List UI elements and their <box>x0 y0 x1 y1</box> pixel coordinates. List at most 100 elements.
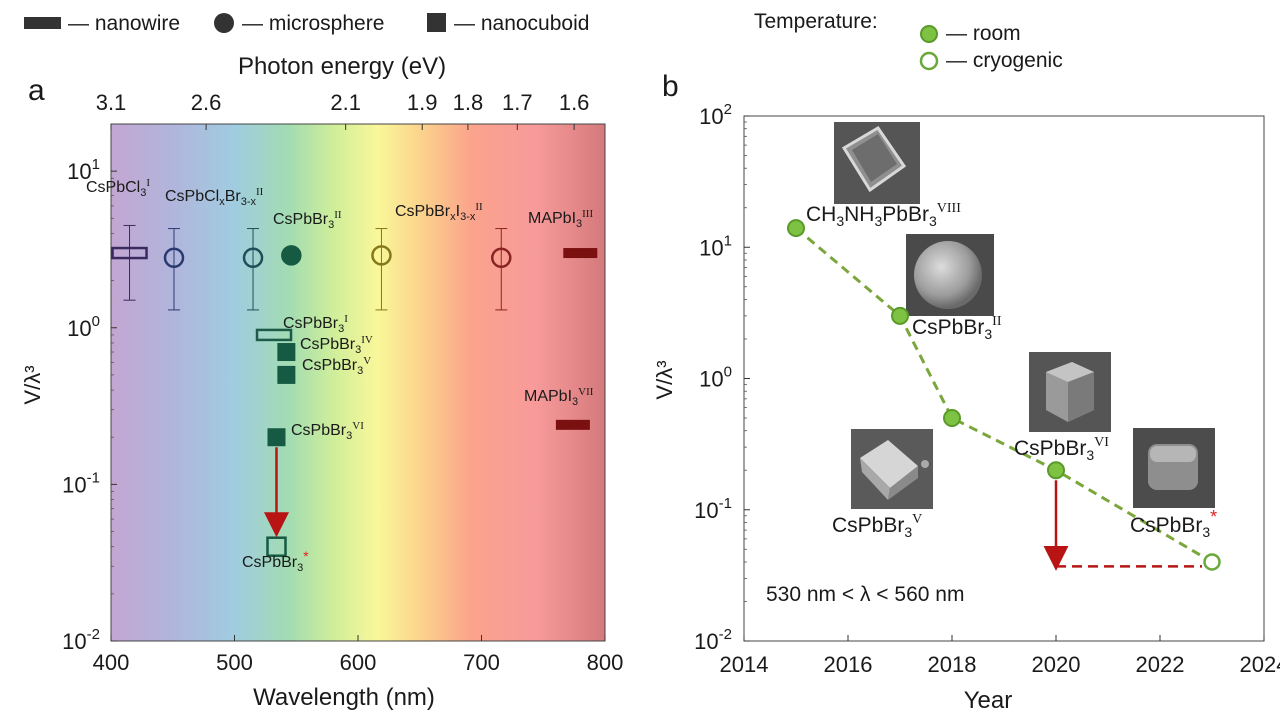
label-sup: * <box>303 548 309 564</box>
microsphere-marker <box>281 245 302 266</box>
room-legend-label: — room <box>946 22 1021 45</box>
room-temp-point <box>943 409 961 428</box>
point-label: CsPbCl3I <box>86 177 150 199</box>
microsphere-legend-label: — microsphere <box>242 12 384 35</box>
panel-a-letter: a <box>28 74 45 107</box>
room-temp-point <box>1047 461 1065 480</box>
label-sub: 3 <box>929 213 937 229</box>
sem-image-nanocube-3 <box>851 429 933 509</box>
point-label: CsPbBr3V <box>832 512 922 540</box>
label-base: CsPbBr <box>1130 514 1202 537</box>
y-tick-exp: 2 <box>724 101 732 118</box>
point-label: CsPbBrxI3-xII <box>395 201 483 223</box>
y-tick-base: 10 <box>699 367 723 392</box>
microsphere-marker <box>163 247 185 268</box>
panel-b-ylabel: V/λ³ <box>652 360 677 399</box>
temperature-legend: Temperature: — room — cryogenic <box>754 10 1063 72</box>
point-label: CsPbBr3VI <box>1014 435 1109 463</box>
room-temp-point <box>891 306 909 325</box>
panel-b-ticks: 20142016201820202022202410210110010-110-… <box>694 101 1280 677</box>
label-base: CsPbBr <box>912 316 984 339</box>
y-tick-base: 10 <box>67 159 91 184</box>
label-base: NH <box>844 203 874 226</box>
top-tick-label: 1.7 <box>502 90 533 115</box>
y-tick-exp: 0 <box>724 364 732 381</box>
label-sub: 3 <box>297 562 303 574</box>
y-tick-exp: -1 <box>719 495 732 512</box>
y-tick-label: 10-2 <box>62 626 100 654</box>
top-tick-label: 3.1 <box>96 90 127 115</box>
y-tick-label: 100 <box>67 313 100 341</box>
y-tick-base: 10 <box>699 104 723 129</box>
panel-b-letter: b <box>662 70 679 103</box>
nanocuboid-legend-icon <box>427 13 446 32</box>
y-tick-exp: -2 <box>719 626 732 643</box>
label-sub: x <box>219 196 225 208</box>
cryogenic-temp-point <box>1203 553 1221 571</box>
x-tick-label: 2016 <box>824 652 873 677</box>
label-sup: II <box>992 314 1002 329</box>
panel-b-plot-area <box>743 115 1265 642</box>
y-tick-label: 101 <box>699 232 732 260</box>
label-sub: 3-x <box>241 196 257 208</box>
panel-b-xlabel: Year <box>964 687 1013 714</box>
nanocuboid-marker <box>267 428 286 447</box>
point-label: CsPbBr3V <box>302 355 371 377</box>
shape-legend: — nanowire — microsphere — nanocuboid <box>24 12 589 35</box>
label-sub: 3 <box>576 218 582 230</box>
y-tick-label: 10-1 <box>694 495 732 523</box>
nanowire-marker <box>111 246 148 260</box>
label-base: Br <box>225 188 242 205</box>
panel-b: b 20142016201820202022202410210110010-11… <box>652 70 1280 714</box>
y-tick-base: 10 <box>67 316 91 341</box>
label-base: CsPbBr <box>395 203 451 220</box>
label-sup: VI <box>352 420 364 432</box>
label-sup: * <box>1210 507 1217 527</box>
cryogenic-legend-label: — cryogenic <box>946 49 1063 72</box>
y-tick-label: 100 <box>699 364 732 392</box>
nanowire-legend-icon <box>24 17 61 29</box>
panel-a: a Photon energy (eV) 400 500 600 700 8001011… <box>20 53 623 711</box>
label-sub: 3 <box>355 344 361 356</box>
point-label: CsPbBr3* <box>1130 507 1217 540</box>
y-tick-label: 101 <box>67 156 100 184</box>
panel-a-xlabel: Wavelength (nm) <box>253 684 435 711</box>
nanocuboid-legend-label: — nanocuboid <box>454 12 589 35</box>
nanowire-marker <box>563 248 598 259</box>
label-base: I <box>456 203 460 220</box>
sem-image-nanocube-1 <box>834 122 920 204</box>
label-sup: I <box>146 177 150 189</box>
label-base: CsPbBr <box>832 514 904 537</box>
panel-a-ylabel: V/λ³ <box>20 365 45 404</box>
label-sub: 3-x <box>460 211 476 223</box>
x-tick-label: 2020 <box>1032 652 1081 677</box>
label-sup: II <box>475 201 483 213</box>
label-sup: VI <box>1094 435 1109 450</box>
point-label: CH3NH3PbBr3VIII <box>806 201 961 229</box>
microsphere-legend-icon <box>214 13 234 33</box>
label-base: CH <box>806 203 836 226</box>
label-base: CsPbBr <box>283 315 339 332</box>
point-label: CsPbBr3* <box>242 548 309 574</box>
y-tick-base: 10 <box>699 235 723 260</box>
y-tick-label: 102 <box>699 101 732 129</box>
label-base: CsPbBr <box>242 554 298 571</box>
microsphere-marker <box>491 247 512 268</box>
y-tick-base: 10 <box>62 629 86 654</box>
nanowire-marker <box>255 328 293 342</box>
label-sub: 3 <box>338 323 344 335</box>
y-tick-label: 10-2 <box>694 626 732 654</box>
nanocuboid-marker <box>277 343 296 362</box>
y-tick-base: 10 <box>62 472 86 497</box>
label-sub: 3 <box>984 326 992 342</box>
label-sup: VIII <box>937 201 961 216</box>
y-tick-exp: -2 <box>87 626 100 643</box>
panel-a-spectrum-background <box>110 123 606 642</box>
label-base: CsPbCl <box>165 188 219 205</box>
y-tick-exp: 1 <box>724 232 732 249</box>
cryogenic-legend-icon <box>919 51 939 71</box>
nanowire-legend-label: — nanowire <box>68 12 180 35</box>
x-tick-label: 800 <box>587 650 624 675</box>
label-sup: II <box>334 209 342 221</box>
